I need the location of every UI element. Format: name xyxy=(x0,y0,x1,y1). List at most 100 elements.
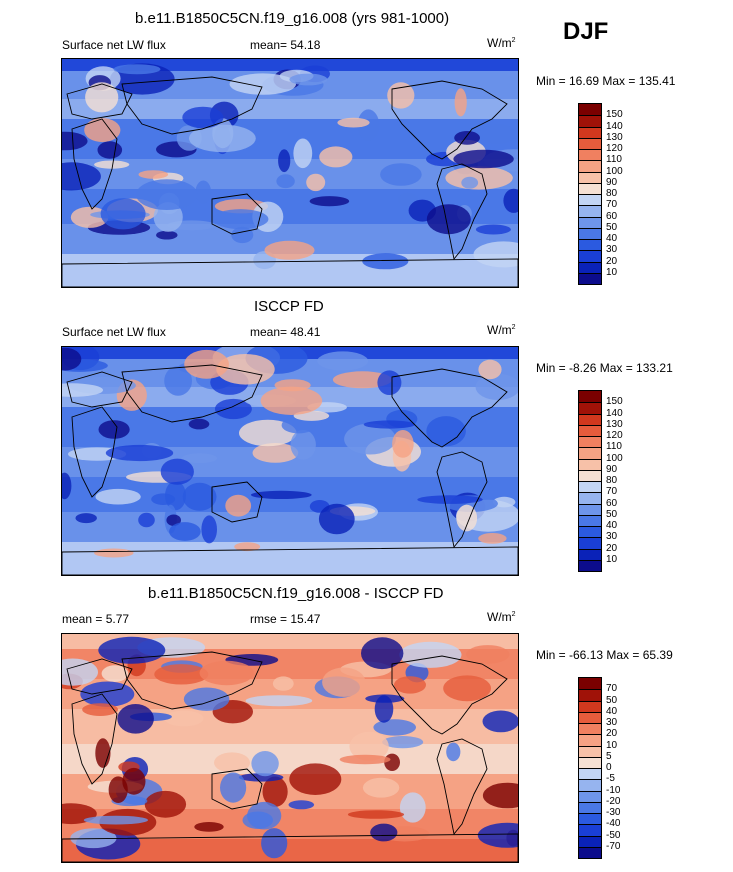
colorbar-tick-label: -30 xyxy=(606,807,621,818)
map-field-blob xyxy=(306,173,326,192)
map-field-blob xyxy=(466,645,510,664)
map-field-blob xyxy=(374,695,394,723)
map-field-blob xyxy=(188,418,210,430)
map-field-blob xyxy=(370,823,398,842)
colorbar-tick-label: 0 xyxy=(606,762,612,773)
map-field-blob xyxy=(288,800,315,810)
map-field-blob xyxy=(189,124,256,153)
map-field-blob xyxy=(454,88,467,117)
colorbar-tick-label: 50 xyxy=(606,221,618,233)
map-field-blob xyxy=(181,453,218,464)
map-field-blob xyxy=(182,106,224,129)
map-field-blob xyxy=(166,514,181,526)
colorbar-swatch xyxy=(579,391,601,403)
colorbar-swatch xyxy=(579,824,601,836)
map-field-blob xyxy=(201,515,217,544)
map-field-blob xyxy=(194,822,224,832)
map-coastline xyxy=(62,833,518,862)
map-field-blob xyxy=(363,420,415,429)
colorbar-tick-label: 50 xyxy=(606,508,618,520)
colorbar-tick-label: 110 xyxy=(606,154,622,166)
panel1-title: b.e11.B1850C5CN.f19_g16.008 (yrs 981-100… xyxy=(135,10,450,27)
colorbar-swatch xyxy=(579,205,601,217)
colorbar-swatch xyxy=(579,514,601,526)
map-field-blob xyxy=(62,383,103,397)
colorbar-tick-label: 30 xyxy=(606,244,618,256)
map-field-blob xyxy=(247,801,282,830)
map-field-blob xyxy=(446,742,461,762)
map-field-blob xyxy=(100,198,146,230)
map-field-blob xyxy=(136,179,198,210)
map-field-blob xyxy=(84,118,121,143)
panel2-title: ISCCP FD xyxy=(254,298,324,315)
map-field-blob xyxy=(456,504,478,532)
colorbar-tick-label: 100 xyxy=(606,165,623,177)
map-coastline xyxy=(71,406,118,498)
colorbar-swatch xyxy=(579,402,601,414)
map-latitude-band xyxy=(62,59,518,71)
map-coastline xyxy=(66,658,133,695)
map-field-blob xyxy=(477,822,518,848)
map-field-blob xyxy=(165,480,186,511)
colorbar-tick-label: 70 xyxy=(606,683,618,695)
colorbar-swatch xyxy=(579,734,601,746)
map-field-blob xyxy=(272,676,294,691)
colorbar-swatch xyxy=(579,790,601,802)
map-field-blob xyxy=(164,366,192,396)
map-field-blob xyxy=(97,141,123,159)
map-field-blob xyxy=(290,429,316,460)
panel3-colorbar: 70 50 40 30 20 10 5 0 -5 -10 -20 -30 -40 -50 -70 xyxy=(578,677,620,859)
map-field-blob xyxy=(503,188,518,213)
colorbar-swatch xyxy=(579,458,601,470)
colorbar-swatch xyxy=(579,756,601,768)
map-field-blob xyxy=(70,828,117,849)
map-field-blob xyxy=(98,420,130,439)
colorbar-swatch xyxy=(579,149,601,161)
map-field-blob xyxy=(461,176,479,189)
map-field-blob xyxy=(349,731,389,761)
map-field-blob xyxy=(445,166,513,190)
map-field-blob xyxy=(289,763,342,795)
map-field-blob xyxy=(252,443,299,463)
map-latitude-band xyxy=(62,839,518,862)
colorbar-swatch xyxy=(579,160,601,172)
panel1-variable-label: Surface net LW flux xyxy=(62,38,166,52)
map-field-blob xyxy=(80,681,135,707)
colorbar-swatch xyxy=(579,115,601,127)
colorbar-swatch xyxy=(579,137,601,149)
panel3-mean-label: mean = 5.77 xyxy=(62,612,130,626)
panel3-title: b.e11.B1850C5CN.f19_g16.008 - ISCCP FD xyxy=(148,585,444,602)
panel2-minmax: Min = -8.26 Max = 133.21 xyxy=(536,361,673,375)
colorbar-swatch xyxy=(579,413,601,425)
map-field-blob xyxy=(264,240,315,260)
colorbar-swatch xyxy=(579,194,601,206)
map-coastline xyxy=(62,546,518,575)
map-field-blob xyxy=(214,398,252,420)
map-field-blob xyxy=(212,209,269,230)
map-field-blob xyxy=(95,488,141,505)
map-field-blob xyxy=(337,117,370,128)
map-field-blob xyxy=(361,637,404,670)
colorbar-tick-label: 60 xyxy=(606,210,618,222)
colorbar-swatch xyxy=(579,700,601,712)
colorbar-swatch xyxy=(579,250,601,262)
colorbar-tick-label: 30 xyxy=(606,531,618,543)
panel1-colorbar: 150 140 130 120 110 100 90 80 70 60 50 40 30 20 10 xyxy=(578,103,623,285)
map-coastline xyxy=(391,368,508,448)
map-field-blob xyxy=(231,226,254,244)
map-field-blob xyxy=(332,371,392,389)
map-field-blob xyxy=(62,131,88,151)
map-field-blob xyxy=(479,124,516,144)
colorbar-swatch xyxy=(579,171,601,183)
colorbar-swatch xyxy=(579,481,601,493)
colorbar-tick-label: 10 xyxy=(606,266,618,278)
map-field-blob xyxy=(195,180,212,204)
season-label: DJF xyxy=(563,18,609,45)
map-field-blob xyxy=(251,751,279,777)
map-field-blob xyxy=(154,664,209,685)
colorbar-tick-label: 70 xyxy=(606,199,618,211)
map-field-blob xyxy=(62,347,82,371)
map-field-blob xyxy=(245,695,313,707)
map-coastline xyxy=(66,83,133,120)
panel2-units: W/m2 xyxy=(487,323,516,337)
